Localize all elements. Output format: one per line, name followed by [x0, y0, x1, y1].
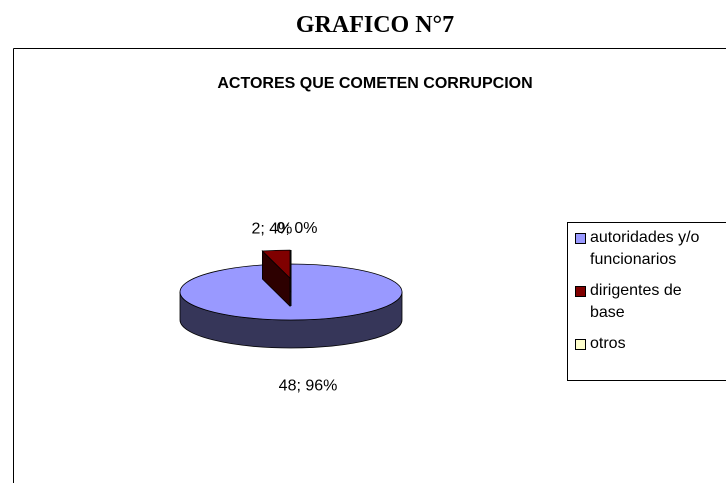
chart-title: ACTORES QUE COMETEN CORRUPCION	[217, 75, 532, 92]
header-title: GRAFICO N°7	[295, 12, 455, 38]
legend-item: dirigentes de base	[575, 280, 726, 324]
legend-label: dirigentes de base	[590, 282, 682, 321]
legend-swatch	[575, 233, 586, 244]
legend-label: otros	[590, 335, 626, 352]
data-label: 2; 4%	[251, 221, 292, 238]
data-label: 0; 0%	[277, 220, 318, 237]
data-label: 48; 96%	[279, 378, 338, 395]
slice-top	[261, 249, 291, 280]
legend-swatch	[575, 286, 586, 297]
legend-label: autoridades y/o funcionarios	[590, 229, 700, 268]
legend-item: autoridades y/o funcionarios	[575, 227, 726, 271]
legend: autoridades y/o funcionarios dirigentes d…	[567, 222, 726, 381]
legend-item: otros	[575, 333, 726, 355]
pie-slice	[261, 249, 291, 308]
legend-swatch	[575, 339, 586, 350]
